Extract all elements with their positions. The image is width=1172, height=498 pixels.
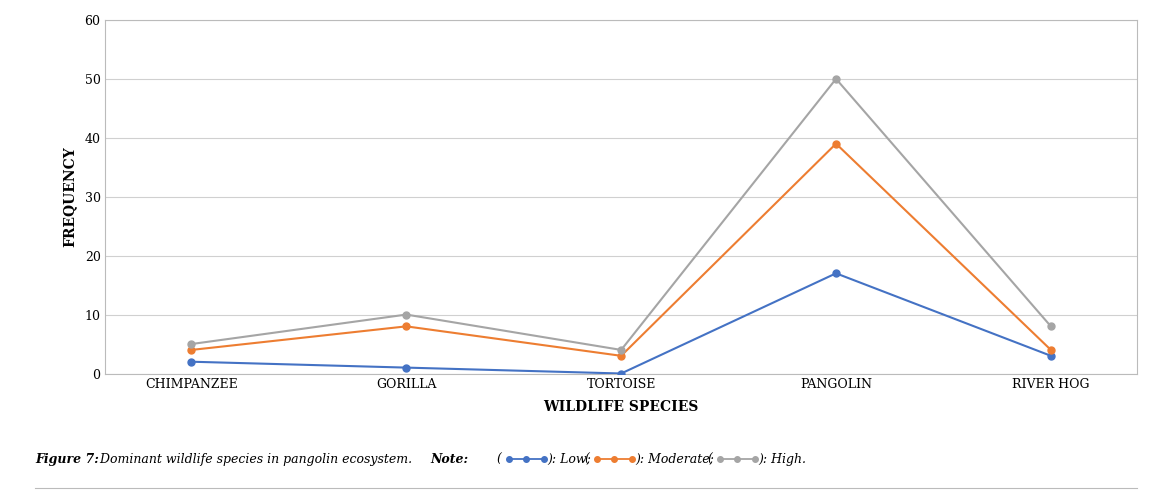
Text: ): Moderate;: ): Moderate; xyxy=(635,453,722,466)
X-axis label: WILDLIFE SPECIES: WILDLIFE SPECIES xyxy=(544,400,699,414)
Text: Figure 7:: Figure 7: xyxy=(35,453,103,466)
Text: (: ( xyxy=(708,453,713,466)
Text: ): High.: ): High. xyxy=(758,453,806,466)
Text: (: ( xyxy=(585,453,590,466)
Text: Dominant wildlife species in pangolin ecosystem.: Dominant wildlife species in pangolin ec… xyxy=(96,453,416,466)
Y-axis label: FREQUENCY: FREQUENCY xyxy=(62,146,76,247)
Text: (: ( xyxy=(497,453,502,466)
Text: ): Low;: ): Low; xyxy=(547,453,599,466)
Text: Note:: Note: xyxy=(430,453,469,466)
